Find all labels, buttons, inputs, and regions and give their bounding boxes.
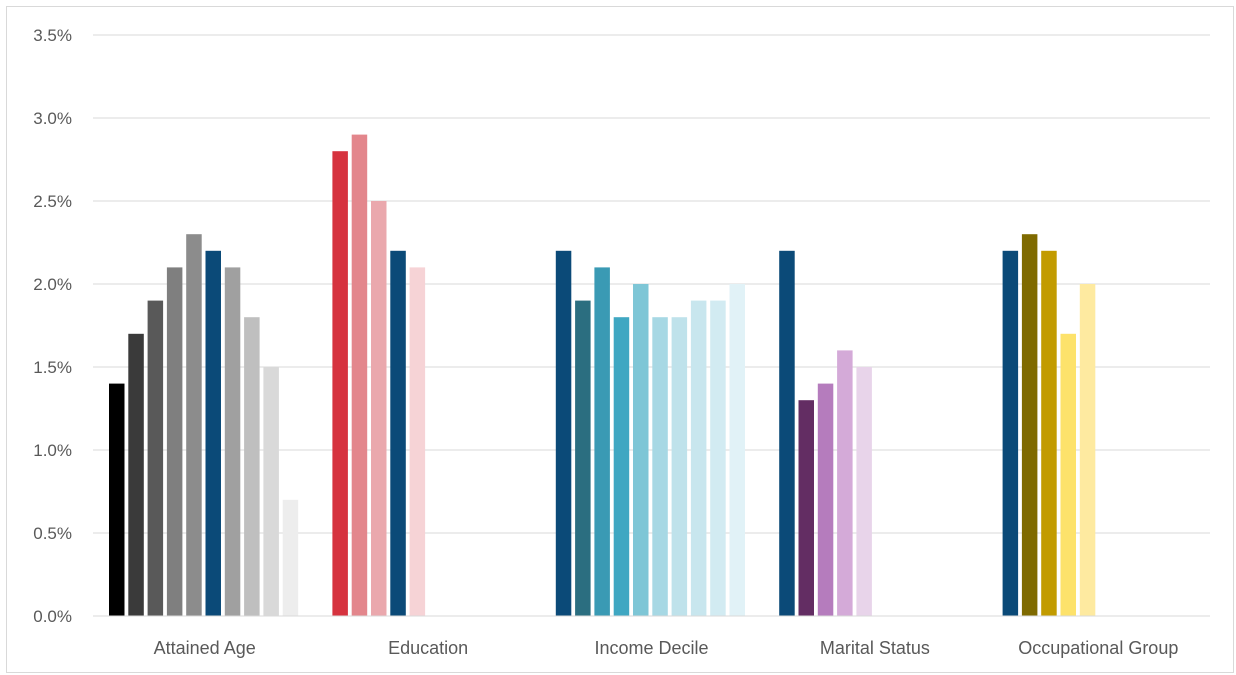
bar: [244, 317, 260, 616]
bar: [186, 234, 202, 616]
bar: [224, 267, 241, 616]
category-label: Income Decile: [594, 638, 708, 658]
bar: [263, 367, 279, 616]
category-label: Attained Age: [154, 638, 256, 658]
bar: [798, 400, 814, 616]
bar: [282, 499, 299, 616]
bar: [555, 250, 572, 617]
bar: [390, 250, 406, 617]
bar: [409, 267, 426, 616]
bar: [613, 317, 630, 616]
y-tick-label: 0.0%: [33, 607, 72, 626]
category-label: Marital Status: [820, 638, 930, 658]
bar: [166, 267, 183, 616]
bar: [817, 383, 834, 616]
bar: [371, 201, 387, 616]
bar: [856, 367, 872, 616]
y-tick-label: 1.5%: [33, 358, 72, 377]
bar: [1060, 333, 1076, 616]
bar: [332, 151, 348, 616]
bar: [128, 333, 144, 616]
y-tick-label: 3.0%: [33, 109, 72, 128]
bars: [109, 134, 1096, 617]
bar: [109, 383, 125, 616]
bar: [690, 300, 707, 616]
category-label: Occupational Group: [1018, 638, 1178, 658]
bar: [671, 317, 688, 616]
bar: [837, 350, 853, 616]
bar: [652, 317, 668, 616]
y-tick-label: 1.0%: [33, 441, 72, 460]
y-tick-label: 2.5%: [33, 192, 72, 211]
bar: [633, 284, 649, 616]
bar: [729, 284, 745, 616]
bar: [594, 267, 610, 616]
bar: [351, 134, 368, 616]
bar: [1002, 250, 1019, 617]
category-label: Education: [388, 638, 468, 658]
bar: [1021, 234, 1038, 616]
bar: [147, 300, 164, 616]
bar: [205, 250, 221, 617]
y-tick-label: 0.5%: [33, 524, 72, 543]
bar: [1041, 250, 1057, 617]
x-axis-category-labels: Attained Age Education Income Decile Marita…: [154, 638, 1179, 658]
bar: [575, 300, 591, 616]
y-tick-label: 2.0%: [33, 275, 72, 294]
y-axis-tick-labels: 0.0% 0.5% 1.0% 1.5% 2.0% 2.5% 3.0% 3.5%: [33, 26, 72, 626]
bar: [710, 300, 726, 616]
y-tick-label: 3.5%: [33, 26, 72, 45]
bar: [1079, 284, 1096, 616]
bar: [779, 250, 795, 617]
